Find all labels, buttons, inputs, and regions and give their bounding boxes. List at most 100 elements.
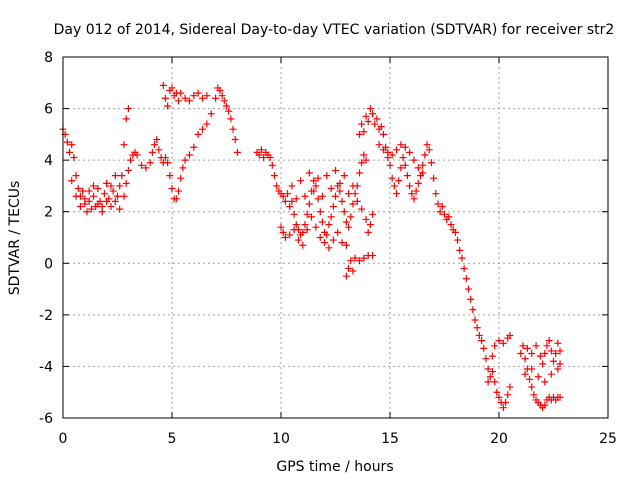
data-point [536,352,544,360]
data-point [233,148,241,156]
data-point [172,195,180,203]
data-point [164,159,172,167]
x-tick-label: 0 [59,431,68,447]
data-point [318,218,326,226]
data-point [323,172,331,180]
data-point [207,110,215,118]
data-point [310,187,318,195]
data-point [471,316,479,324]
data-point [480,344,488,352]
data-point [473,324,481,332]
data-point [491,342,499,350]
data-point [340,172,348,180]
data-point [79,187,87,195]
data-point [488,352,496,360]
data-point [284,190,292,198]
data-point [336,179,344,187]
data-point [414,164,422,172]
data-point [87,205,95,213]
data-point [491,378,499,386]
y-tick-label: 4 [44,153,53,169]
data-point [393,146,401,154]
data-point [223,102,230,110]
data-point [305,200,313,208]
data-point [290,226,298,234]
data-point [100,190,108,198]
data-point [528,350,536,358]
data-point [371,120,379,128]
data-point [434,200,442,208]
y-tick-label: -6 [39,411,53,427]
data-point [303,210,311,218]
data-point [336,187,344,195]
data-point [369,110,377,118]
data-point [364,228,372,236]
data-point [419,161,427,169]
data-point [68,141,76,149]
data-point [203,92,211,100]
data-point [523,344,531,352]
data-point [312,223,320,231]
data-point [164,102,172,110]
data-point [124,105,132,113]
data-point [321,239,329,247]
data-point [504,391,512,399]
data-point [349,200,357,208]
data-point [185,97,193,105]
data-point [127,156,135,164]
data-point [445,213,453,221]
data-point [218,92,226,100]
data-point [124,166,132,174]
data-point [454,236,462,244]
data-point [388,174,396,182]
data-point [486,373,494,381]
data-point [345,264,353,272]
data-point [81,195,89,203]
data-point [98,208,106,216]
data-point [199,125,207,133]
data-point [397,164,405,172]
data-point [430,174,438,182]
data-point [410,195,418,203]
data-point [292,221,300,229]
data-point [342,272,350,280]
x-axis-label: GPS time / hours [276,459,393,475]
data-point [168,84,176,92]
data-point [332,166,339,174]
data-point [153,136,161,144]
data-point [469,306,477,314]
data-point [216,87,224,95]
data-point [353,197,361,205]
data-point [554,365,562,373]
data-point [301,221,309,229]
data-point [366,221,374,229]
data-point [552,350,560,358]
data-point [388,151,396,159]
data-point [412,187,420,195]
data-point [351,254,359,262]
data-point [329,203,337,211]
data-point [148,148,156,156]
data-point [63,138,71,146]
data-point [338,197,346,205]
data-point [85,197,93,205]
data-point [521,370,529,378]
data-point [327,213,335,221]
data-point [351,190,359,198]
data-point [72,172,80,180]
data-point [528,365,536,373]
data-point [358,120,366,128]
data-point [358,205,366,213]
data-point [519,342,527,350]
data-point [399,154,407,162]
data-point [390,182,398,190]
data-point [308,213,316,221]
data-point [312,182,320,190]
x-tick-label: 10 [272,431,290,447]
data-point [534,373,542,381]
plot-frame [62,56,609,419]
data-point [377,123,385,131]
data-point [90,182,98,190]
data-point [401,143,409,151]
